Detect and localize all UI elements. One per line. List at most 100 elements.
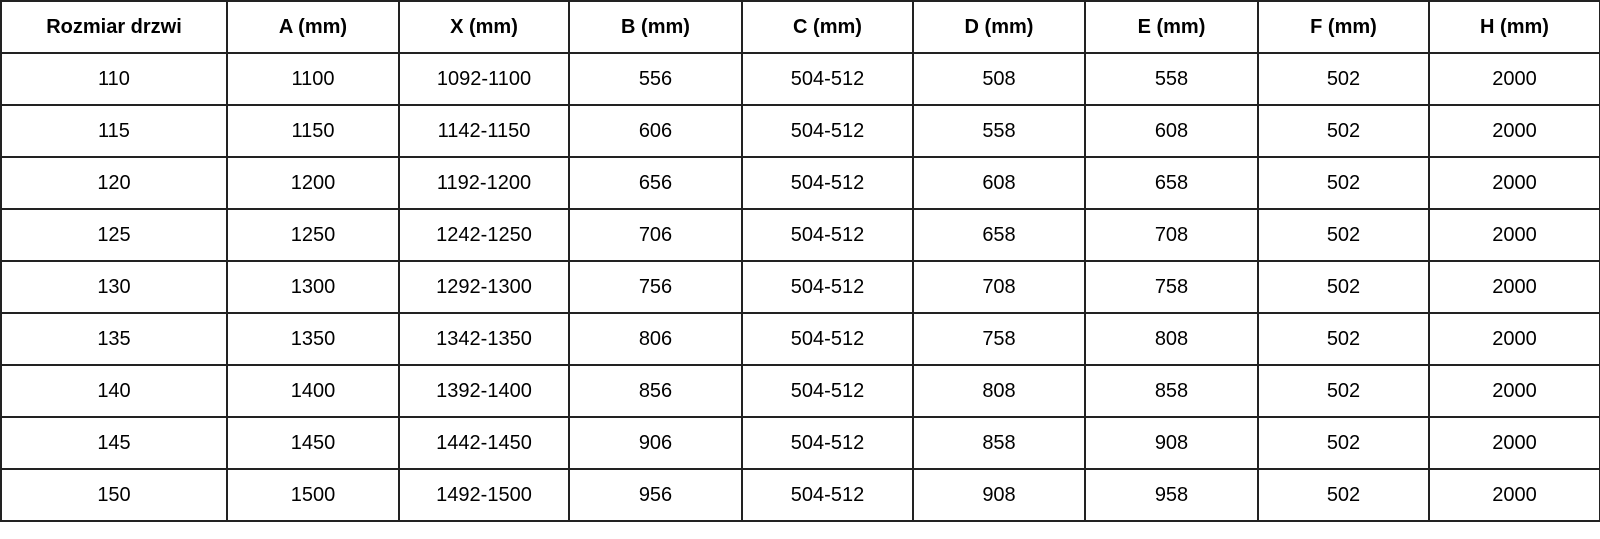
table-row: 145 1450 1442-1450 906 504-512 858 908 502 2000: [0, 416, 1600, 470]
table-cell: 2000: [1428, 364, 1600, 418]
table-cell: 958: [1084, 468, 1259, 522]
table-cell: 1500: [226, 468, 400, 522]
table-cell: 508: [912, 52, 1086, 106]
table-cell: 608: [912, 156, 1086, 210]
table-cell: 906: [568, 416, 743, 470]
table-cell: 658: [1084, 156, 1259, 210]
table-cell: 504-512: [741, 364, 914, 418]
table-cell: 2000: [1428, 260, 1600, 314]
table-cell: 708: [912, 260, 1086, 314]
table-cell: 1150: [226, 104, 400, 158]
table-cell: 140: [0, 364, 228, 418]
table-cell: 608: [1084, 104, 1259, 158]
table-cell: 504-512: [741, 416, 914, 470]
table-cell: 858: [912, 416, 1086, 470]
table-cell: 2000: [1428, 208, 1600, 262]
table-cell: 708: [1084, 208, 1259, 262]
table-cell: 2000: [1428, 156, 1600, 210]
table-cell: 2000: [1428, 104, 1600, 158]
table-cell: 956: [568, 468, 743, 522]
column-header: Rozmiar drzwi: [0, 0, 228, 54]
table-cell: 125: [0, 208, 228, 262]
table-cell: 135: [0, 312, 228, 366]
table-cell: 2000: [1428, 312, 1600, 366]
header-row: Rozmiar drzwi A (mm) X (mm) B (mm) C (mm) D (…: [0, 0, 1600, 54]
column-header: D (mm): [912, 0, 1086, 54]
table-row: 135 1350 1342-1350 806 504-512 758 808 502 2000: [0, 312, 1600, 366]
column-header: B (mm): [568, 0, 743, 54]
table-cell: 1450: [226, 416, 400, 470]
table-cell: 120: [0, 156, 228, 210]
table-cell: 1400: [226, 364, 400, 418]
table-cell: 504-512: [741, 260, 914, 314]
table-cell: 502: [1257, 52, 1430, 106]
table-cell: 1100: [226, 52, 400, 106]
table-cell: 130: [0, 260, 228, 314]
table-cell: 558: [1084, 52, 1259, 106]
table-cell: 556: [568, 52, 743, 106]
column-header: A (mm): [226, 0, 400, 54]
table-cell: 2000: [1428, 416, 1600, 470]
table-cell: 504-512: [741, 468, 914, 522]
table-cell: 145: [0, 416, 228, 470]
table-cell: 502: [1257, 104, 1430, 158]
table-cell: 758: [1084, 260, 1259, 314]
table-cell: 504-512: [741, 312, 914, 366]
table-cell: 1200: [226, 156, 400, 210]
column-header: H (mm): [1428, 0, 1600, 54]
table-cell: 656: [568, 156, 743, 210]
table-cell: 1242-1250: [398, 208, 570, 262]
column-header: X (mm): [398, 0, 570, 54]
table-cell: 1092-1100: [398, 52, 570, 106]
table-cell: 502: [1257, 364, 1430, 418]
table-cell: 1350: [226, 312, 400, 366]
table-cell: 115: [0, 104, 228, 158]
column-header: C (mm): [741, 0, 914, 54]
table-row: 140 1400 1392-1400 856 504-512 808 858 502 2000: [0, 364, 1600, 418]
table-cell: 606: [568, 104, 743, 158]
table-row: 110 1100 1092-1100 556 504-512 508 558 502 2000: [0, 52, 1600, 106]
table-cell: 558: [912, 104, 1086, 158]
table-cell: 808: [1084, 312, 1259, 366]
table-cell: 502: [1257, 260, 1430, 314]
table-cell: 1192-1200: [398, 156, 570, 210]
dimensions-table: Rozmiar drzwi A (mm) X (mm) B (mm) C (mm) D (…: [0, 0, 1600, 522]
table-cell: 502: [1257, 312, 1430, 366]
table-cell: 1292-1300: [398, 260, 570, 314]
table-cell: 1492-1500: [398, 468, 570, 522]
column-header: E (mm): [1084, 0, 1259, 54]
table-cell: 502: [1257, 208, 1430, 262]
table-cell: 1392-1400: [398, 364, 570, 418]
table-cell: 1142-1150: [398, 104, 570, 158]
table-row: 125 1250 1242-1250 706 504-512 658 708 502 2000: [0, 208, 1600, 262]
table-cell: 706: [568, 208, 743, 262]
table-cell: 2000: [1428, 468, 1600, 522]
table-cell: 110: [0, 52, 228, 106]
table-cell: 756: [568, 260, 743, 314]
table-cell: 858: [1084, 364, 1259, 418]
table-row: 130 1300 1292-1300 756 504-512 708 758 502 2000: [0, 260, 1600, 314]
table-cell: 504-512: [741, 52, 914, 106]
table-cell: 1250: [226, 208, 400, 262]
table-cell: 502: [1257, 156, 1430, 210]
table-cell: 808: [912, 364, 1086, 418]
table-row: 150 1500 1492-1500 956 504-512 908 958 502 2000: [0, 468, 1600, 522]
table-row: 120 1200 1192-1200 656 504-512 608 658 502 2000: [0, 156, 1600, 210]
table-cell: 504-512: [741, 104, 914, 158]
table-cell: 1300: [226, 260, 400, 314]
table-cell: 150: [0, 468, 228, 522]
table-cell: 658: [912, 208, 1086, 262]
table-cell: 504-512: [741, 208, 914, 262]
table-cell: 504-512: [741, 156, 914, 210]
table-cell: 908: [912, 468, 1086, 522]
table-cell: 908: [1084, 416, 1259, 470]
table-cell: 502: [1257, 468, 1430, 522]
table-row: 115 1150 1142-1150 606 504-512 558 608 502 2000: [0, 104, 1600, 158]
table-cell: 758: [912, 312, 1086, 366]
table-cell: 502: [1257, 416, 1430, 470]
table-cell: 856: [568, 364, 743, 418]
column-header: F (mm): [1257, 0, 1430, 54]
table-cell: 2000: [1428, 52, 1600, 106]
table-cell: 806: [568, 312, 743, 366]
table-cell: 1342-1350: [398, 312, 570, 366]
